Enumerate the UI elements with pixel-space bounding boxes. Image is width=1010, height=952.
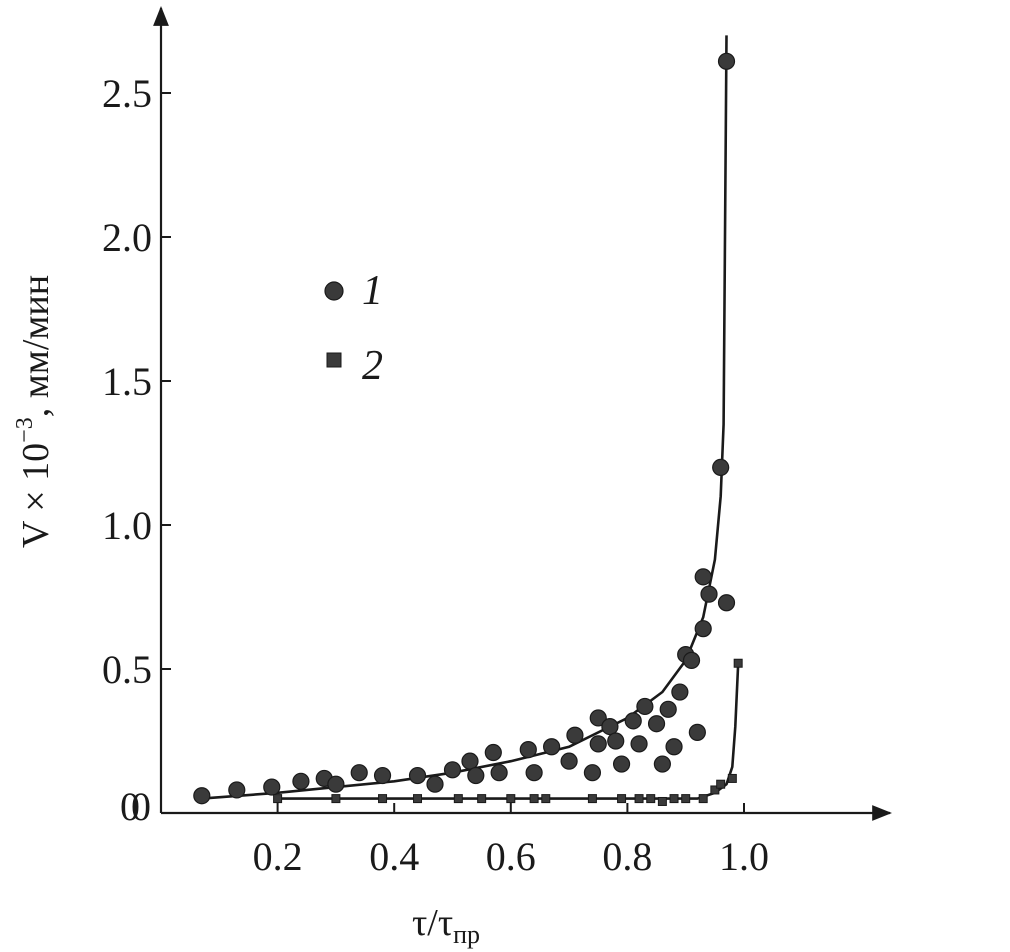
legend-label-series-2: 2 xyxy=(362,343,383,389)
axes xyxy=(153,6,892,821)
y-tick-label: 1.0 xyxy=(102,503,152,548)
data-point-series-1 xyxy=(694,568,712,586)
x-tick-label: 0.6 xyxy=(486,834,536,879)
data-point-series-2 xyxy=(506,794,516,804)
data-point-series-2 xyxy=(634,794,644,804)
data-point-series-1 xyxy=(519,741,537,759)
data-point-series-1 xyxy=(583,764,602,782)
origin-label-overlap: 0 xyxy=(131,784,151,829)
data-point-series-1 xyxy=(560,752,578,770)
data-point-series-1 xyxy=(700,585,718,603)
data-point-series-1 xyxy=(659,700,677,718)
data-point-series-2 xyxy=(710,785,720,795)
data-point-series-2 xyxy=(698,794,708,804)
fit-curve-series-1 xyxy=(201,35,728,800)
data-point-series-1 xyxy=(589,709,607,727)
legend-marker-series-1 xyxy=(324,281,344,301)
data-point-series-1 xyxy=(490,764,508,782)
data-point-series-1 xyxy=(426,775,444,793)
data-point-series-1 xyxy=(712,458,730,476)
data-point-series-2 xyxy=(413,794,423,804)
data-point-series-1 xyxy=(263,778,281,796)
data-point-series-1 xyxy=(525,764,543,782)
x-tick-label: 0.8 xyxy=(602,834,652,879)
data-point-series-1 xyxy=(717,52,736,70)
data-point-series-1 xyxy=(653,755,671,773)
data-point-series-1 xyxy=(624,712,642,730)
data-point-series-1 xyxy=(193,787,211,805)
data-point-series-1 xyxy=(467,766,485,785)
data-point-series-1 xyxy=(607,732,625,750)
data-point-series-1 xyxy=(717,594,736,612)
data-point-series-2 xyxy=(727,773,737,783)
data-point-series-2 xyxy=(541,794,551,804)
data-point-series-2 xyxy=(646,794,656,804)
data-point-series-2 xyxy=(733,658,743,668)
ticks: 0.2 0.4 0.6 0.8 1.0 0.5 1.0 1.5 2.0 2.5 xyxy=(102,71,769,879)
origin-label: 0 xyxy=(120,784,140,829)
data-point-series-1 xyxy=(665,738,683,756)
data-point-series-1 xyxy=(327,775,345,793)
fit-curves xyxy=(201,35,740,800)
data-point-series-2 xyxy=(331,794,341,804)
data-point-series-2 xyxy=(681,794,691,804)
data-point-series-2 xyxy=(657,796,667,806)
y-axis-title: V × 10−3, мм/мин xyxy=(12,275,57,548)
y-tick-label: 0.5 xyxy=(102,647,152,692)
y-tick-label: 1.5 xyxy=(102,359,152,404)
x-tick-label: 1.0 xyxy=(719,834,769,879)
data-point-series-1 xyxy=(682,651,701,669)
data-point-series-1 xyxy=(694,620,712,638)
x-tick-label: 0.2 xyxy=(253,834,303,879)
y-axis-title-exponent: −3 xyxy=(12,417,38,443)
legend-marker-series-2 xyxy=(326,352,342,368)
data-point-series-2 xyxy=(617,794,627,804)
data-point-series-2 xyxy=(453,794,463,804)
data-point-series-1 xyxy=(566,726,584,744)
data-point-series-2 xyxy=(529,794,539,804)
data-point-series-1 xyxy=(589,735,607,753)
x-axis-title-subscript: пр xyxy=(453,920,480,949)
data-point-series-1 xyxy=(688,723,706,741)
data-point-series-1 xyxy=(671,683,689,701)
x-axis-title: τ/τпр xyxy=(412,902,480,949)
data-point-series-1 xyxy=(630,735,648,753)
data-point-series-1 xyxy=(647,715,666,733)
y-axis-title-unit: , мм/мин xyxy=(15,275,57,417)
data-point-series-2 xyxy=(669,794,679,804)
data-point-series-2 xyxy=(378,794,388,804)
data-point-series-1 xyxy=(543,738,561,756)
data-point-series-1 xyxy=(443,761,462,779)
legend: 1 2 xyxy=(324,268,383,389)
data-point-series-2 xyxy=(587,794,597,804)
data-point-series-2 xyxy=(477,794,487,804)
data-point-series-1 xyxy=(228,781,246,799)
data-point-series-1 xyxy=(461,752,479,770)
data-points xyxy=(193,52,743,806)
data-point-series-1 xyxy=(373,766,392,785)
data-point-series-1 xyxy=(350,764,368,782)
y-axis-title-main: V × 10 xyxy=(15,443,57,548)
data-point-series-1 xyxy=(292,772,310,790)
data-point-series-2 xyxy=(716,779,726,789)
y-tick-label: 2.5 xyxy=(102,71,152,116)
x-axis-title-main: τ/τ xyxy=(412,902,453,944)
data-point-series-1 xyxy=(484,743,502,762)
data-point-series-2 xyxy=(273,794,283,804)
data-point-series-1 xyxy=(636,697,654,716)
y-tick-label: 2.0 xyxy=(102,215,152,260)
data-point-series-1 xyxy=(408,766,427,785)
data-point-series-1 xyxy=(612,755,631,773)
legend-label-series-1: 1 xyxy=(362,268,383,314)
x-tick-label: 0.4 xyxy=(369,834,419,879)
data-point-series-1 xyxy=(601,717,619,736)
